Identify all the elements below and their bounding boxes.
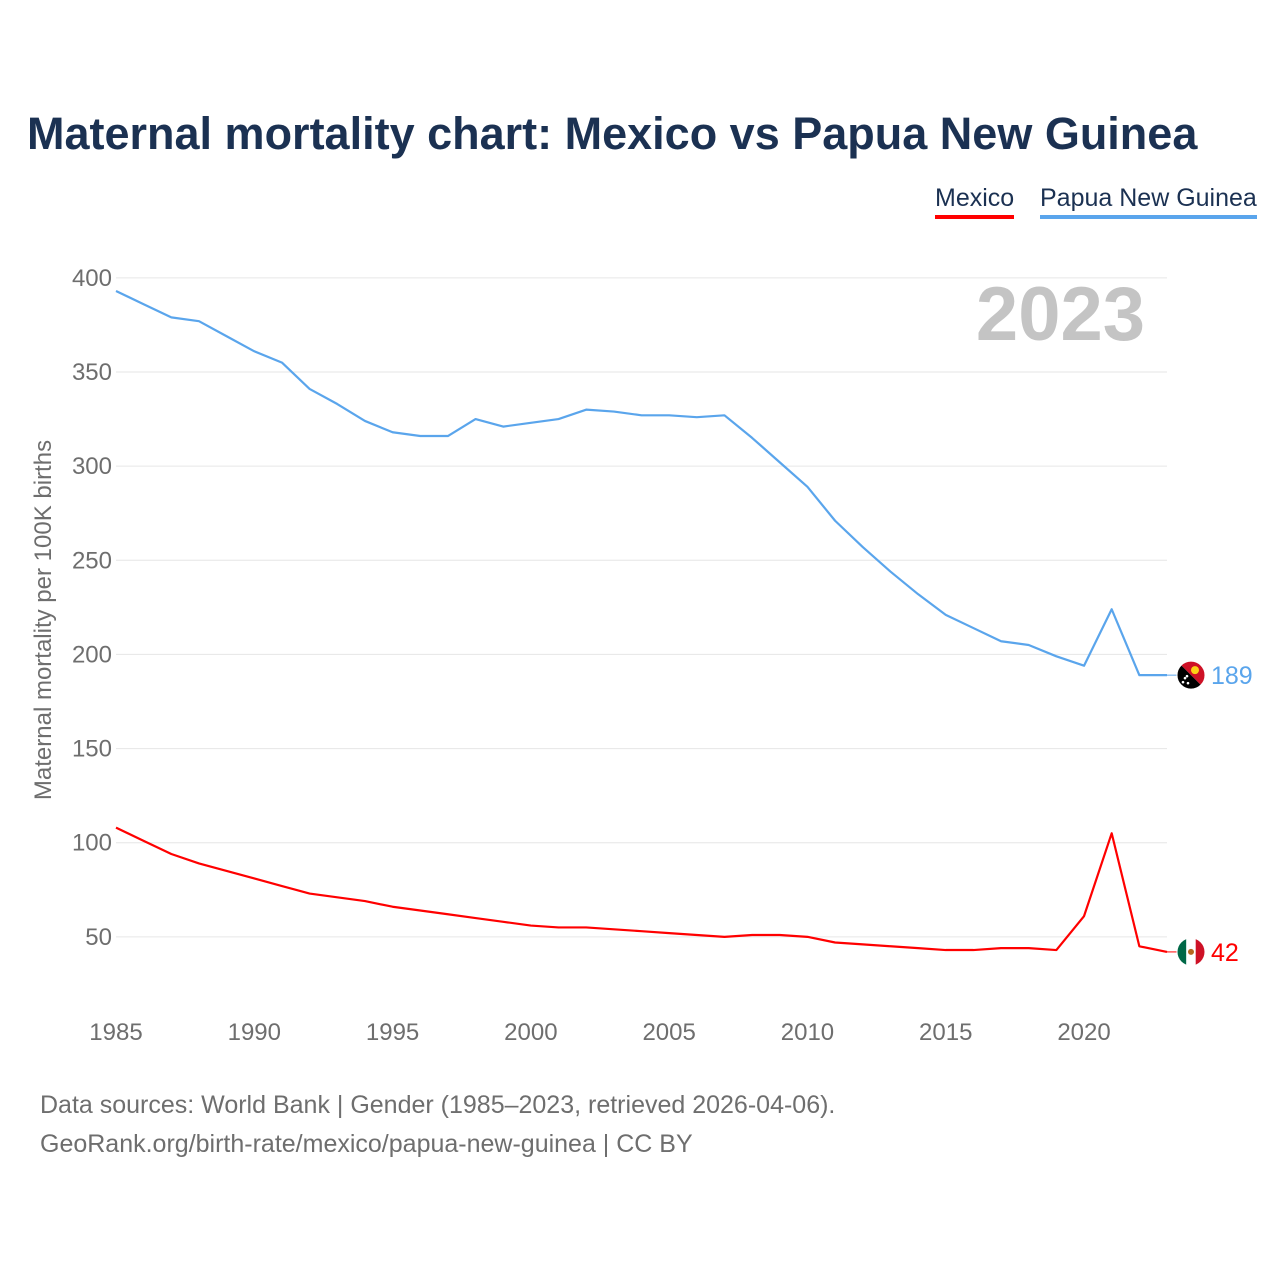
y-tick-label: 350 [72, 359, 112, 386]
x-tick-label: 2010 [781, 1019, 834, 1046]
flag-icon-papua-new-guinea [1181, 680, 1185, 684]
legend-papua-new-guinea[interactable]: Papua New Guinea [1040, 184, 1257, 219]
end-value-label: 42 [1211, 939, 1239, 967]
flag-icon-papua-new-guinea [1183, 676, 1187, 680]
x-tick-label: 2020 [1057, 1019, 1110, 1046]
footer: Data sources: World Bank | Gender (1985–… [40, 1086, 835, 1164]
x-tick-label: 2005 [642, 1019, 695, 1046]
flag-icon-papua-new-guinea [1185, 674, 1189, 678]
x-tick-label: 1995 [366, 1019, 419, 1046]
flag-icon-papua-new-guinea [1186, 681, 1190, 685]
y-tick-label: 250 [72, 547, 112, 574]
footer-sources: Data sources: World Bank | Gender (1985–… [40, 1091, 836, 1119]
x-tick-label: 1985 [89, 1019, 142, 1046]
y-tick-label: 50 [85, 924, 112, 951]
end-value-label: 189 [1211, 662, 1253, 690]
series-line-papua-new-guinea [115, 290, 1167, 677]
flag-border [1176, 660, 1206, 690]
flag-icon-papua-new-guinea [1191, 666, 1199, 675]
chart-title: Maternal mortality chart: Mexico vs Papu… [27, 108, 1198, 159]
series-line-mexico [115, 826, 1168, 953]
flag-icon-mexico [1195, 937, 1205, 966]
year-watermark: 2023 [976, 272, 1145, 357]
x-tick-label: 2015 [919, 1019, 972, 1046]
y-tick-label: 400 [72, 265, 112, 292]
y-tick-label: 300 [72, 453, 112, 480]
x-tick-label: 2000 [504, 1019, 557, 1046]
flag-icon-mexico [1188, 948, 1194, 955]
y-tick-label: 100 [72, 830, 112, 857]
legend-mexico[interactable]: Mexico [935, 184, 1015, 219]
flag-border [1176, 937, 1206, 967]
x-tick-label: 1990 [228, 1019, 281, 1046]
y-axis-label: Maternal mortality per 100K births [30, 440, 57, 800]
flag-icon-mexico [1177, 937, 1187, 966]
y-tick-label: 200 [72, 641, 112, 668]
footer-link[interactable]: GeoRank.org/birth-rate/mexico/papua-new-… [40, 1130, 693, 1158]
y-tick-label: 150 [72, 736, 112, 763]
